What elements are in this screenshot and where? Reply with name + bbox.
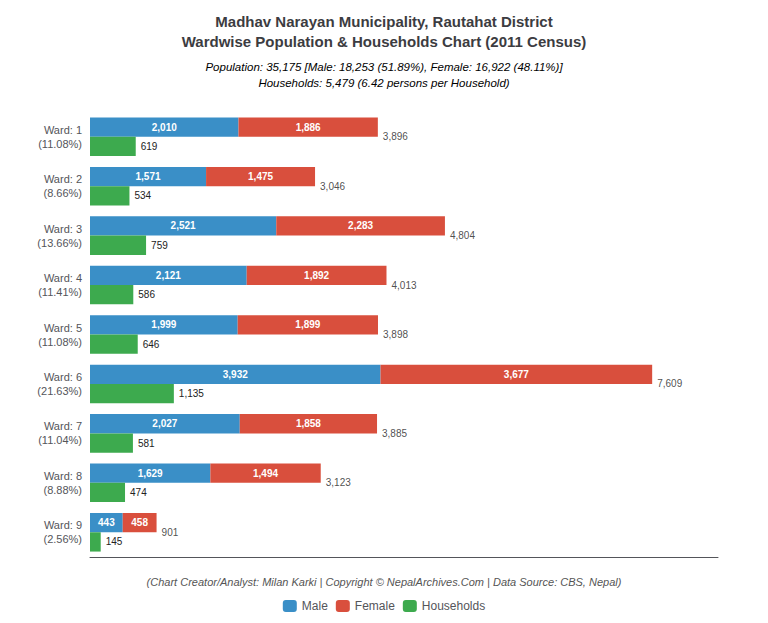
svg-text:(11.08%): (11.08%) xyxy=(38,336,82,348)
svg-text:(8.88%): (8.88%) xyxy=(43,484,82,496)
svg-text:3,896: 3,896 xyxy=(383,131,408,142)
svg-text:Ward: 4: Ward: 4 xyxy=(44,272,82,284)
svg-text:(Chart Creator/Analyst: Milan: (Chart Creator/Analyst: Milan Karki | Co… xyxy=(147,576,622,588)
svg-text:474: 474 xyxy=(130,487,147,498)
svg-text:(8.66%): (8.66%) xyxy=(43,187,82,199)
svg-text:1,629: 1,629 xyxy=(138,468,163,479)
svg-text:1,571: 1,571 xyxy=(136,171,161,182)
svg-text:2,283: 2,283 xyxy=(348,220,373,231)
svg-text:Ward: 9: Ward: 9 xyxy=(44,519,82,531)
svg-text:619: 619 xyxy=(141,141,158,152)
svg-text:(11.41%): (11.41%) xyxy=(38,286,82,298)
svg-text:Ward: 3: Ward: 3 xyxy=(44,223,82,235)
svg-text:2,010: 2,010 xyxy=(152,122,177,133)
svg-text:646: 646 xyxy=(143,339,160,350)
svg-text:1,858: 1,858 xyxy=(296,418,321,429)
svg-text:3,677: 3,677 xyxy=(504,369,529,380)
svg-text:145: 145 xyxy=(106,536,123,547)
svg-text:443: 443 xyxy=(98,517,115,528)
svg-text:(11.08%): (11.08%) xyxy=(38,138,82,150)
svg-text:(2.56%): (2.56%) xyxy=(43,533,82,545)
svg-text:(21.63%): (21.63%) xyxy=(37,385,82,397)
svg-text:534: 534 xyxy=(134,190,151,201)
svg-text:Male: Male xyxy=(302,599,328,613)
svg-text:2,027: 2,027 xyxy=(152,418,177,429)
svg-text:3,885: 3,885 xyxy=(382,428,407,439)
svg-text:4,804: 4,804 xyxy=(450,230,475,241)
svg-text:Ward: 5: Ward: 5 xyxy=(44,322,82,334)
svg-text:1,135: 1,135 xyxy=(179,388,204,399)
svg-text:3,046: 3,046 xyxy=(320,181,345,192)
svg-text:Households: Households xyxy=(422,599,485,613)
svg-text:Ward: 8: Ward: 8 xyxy=(44,470,82,482)
svg-text:1,494: 1,494 xyxy=(253,468,278,479)
svg-text:586: 586 xyxy=(138,289,155,300)
svg-text:Madhav Narayan Municipality, R: Madhav Narayan Municipality, Rautahat Di… xyxy=(215,13,552,30)
svg-text:1,475: 1,475 xyxy=(248,171,273,182)
svg-text:Ward: 7: Ward: 7 xyxy=(44,420,82,432)
svg-text:3,932: 3,932 xyxy=(223,369,248,380)
svg-text:1,999: 1,999 xyxy=(151,319,176,330)
svg-text:3,898: 3,898 xyxy=(383,329,408,340)
svg-text:Households: 5,479 (6.42 person: Households: 5,479 (6.42 persons per Hous… xyxy=(258,77,509,89)
svg-text:3,123: 3,123 xyxy=(326,477,351,488)
svg-text:Population: 35,175 [Male: 18,2: Population: 35,175 [Male: 18,253 (51.89%… xyxy=(205,61,563,73)
svg-text:901: 901 xyxy=(162,527,179,538)
svg-text:7,609: 7,609 xyxy=(657,378,682,389)
svg-text:(13.66%): (13.66%) xyxy=(37,237,82,249)
svg-text:458: 458 xyxy=(131,517,148,528)
svg-text:4,013: 4,013 xyxy=(391,280,416,291)
svg-text:581: 581 xyxy=(138,438,155,449)
svg-text:Ward: 6: Ward: 6 xyxy=(44,371,82,383)
svg-text:1,886: 1,886 xyxy=(296,122,321,133)
svg-text:Ward: 1: Ward: 1 xyxy=(44,124,82,136)
svg-text:Wardwise Population & Househol: Wardwise Population & Households Chart (… xyxy=(182,33,587,50)
svg-text:2,121: 2,121 xyxy=(156,270,181,281)
svg-text:1,899: 1,899 xyxy=(295,319,320,330)
svg-text:Ward: 2: Ward: 2 xyxy=(44,173,82,185)
svg-text:1,892: 1,892 xyxy=(304,270,329,281)
svg-text:2,521: 2,521 xyxy=(171,220,196,231)
svg-text:Female: Female xyxy=(355,599,395,613)
svg-text:(11.04%): (11.04%) xyxy=(38,434,82,446)
svg-text:759: 759 xyxy=(151,240,168,251)
